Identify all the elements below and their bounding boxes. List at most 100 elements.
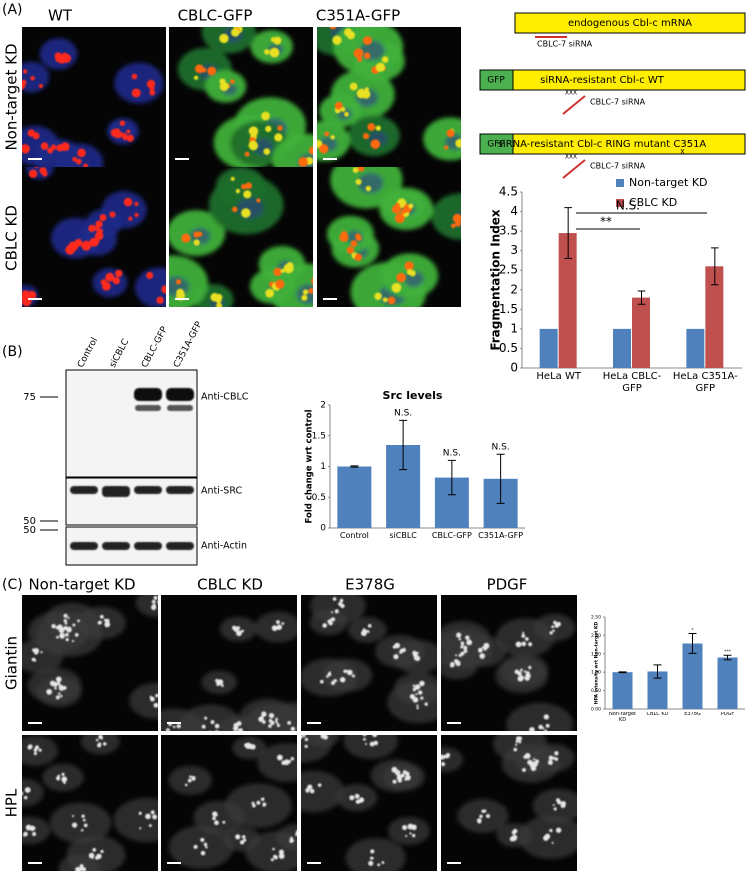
x-tick-label: HeLa WT — [536, 371, 581, 382]
golgi — [209, 730, 211, 731]
x-tick-label-box: Non-target KD — [609, 712, 636, 723]
x-tick-label: PDGF — [720, 712, 735, 717]
micrograph — [317, 27, 461, 167]
golgi — [166, 728, 170, 731]
cell — [22, 639, 64, 673]
micrograph — [22, 595, 158, 731]
nucleus — [359, 40, 385, 61]
golgi — [33, 659, 37, 662]
cell — [301, 735, 333, 763]
y-tick-label: 2.50 — [591, 615, 601, 621]
golgi — [176, 723, 181, 729]
x-tick-label-box: HeLa C351A-GFP — [672, 371, 738, 394]
golgi — [215, 814, 218, 817]
golgi — [95, 220, 103, 228]
golgi — [332, 35, 342, 45]
golgi — [527, 759, 533, 766]
golgi — [349, 795, 355, 801]
golgi — [232, 206, 238, 212]
golgi — [363, 36, 372, 45]
golgi — [149, 89, 156, 96]
significance: * — [691, 627, 694, 633]
golgi — [391, 282, 402, 293]
golgi — [322, 735, 329, 740]
bar — [686, 328, 705, 368]
golgi — [553, 620, 557, 625]
x-tick-label: HeLa C351A-GFP — [672, 371, 738, 394]
golgi — [514, 743, 518, 746]
golgi — [553, 807, 557, 811]
golgi — [99, 614, 104, 619]
golgi — [355, 799, 361, 804]
spots — [184, 742, 297, 862]
gfp-label: GFP — [487, 140, 505, 150]
golgi — [193, 844, 198, 849]
golgi — [355, 233, 361, 239]
error-bar — [350, 465, 359, 468]
golgi — [236, 630, 242, 637]
golgi — [450, 663, 455, 668]
golgi — [555, 827, 562, 833]
golgi — [405, 771, 410, 776]
golgi — [230, 176, 235, 181]
cells — [301, 735, 430, 871]
antibody-label: Anti-Actin — [201, 541, 247, 552]
golgi — [100, 279, 107, 286]
golgi — [55, 676, 62, 683]
column-header: WT — [48, 7, 73, 25]
golgi — [40, 651, 43, 654]
golgi — [214, 723, 220, 729]
golgi — [521, 634, 526, 638]
mw-marker: 75 — [23, 392, 36, 403]
golgi — [387, 296, 396, 305]
golgi — [290, 726, 296, 731]
golgi — [270, 720, 275, 726]
golgi — [528, 665, 532, 669]
golgi — [33, 751, 38, 756]
golgi — [139, 827, 142, 830]
cell — [239, 698, 296, 731]
golgi — [299, 727, 301, 729]
golgi — [444, 145, 449, 150]
golgi — [483, 642, 490, 649]
golgi — [363, 737, 366, 741]
golgi — [261, 111, 270, 121]
bar — [558, 233, 577, 368]
golgi — [83, 823, 88, 828]
golgi — [326, 675, 329, 678]
golgi — [399, 650, 403, 654]
golgi — [424, 702, 428, 706]
golgi — [265, 125, 272, 133]
y-tick-label: 4.5 — [499, 185, 518, 199]
golgi — [256, 198, 261, 203]
golgi — [463, 649, 468, 654]
blot-box — [65, 369, 198, 478]
golgi — [145, 813, 151, 820]
significance: N.S. — [443, 449, 461, 459]
golgi — [131, 73, 138, 80]
golgi — [56, 681, 61, 686]
golgi — [319, 144, 329, 154]
golgi — [396, 774, 403, 780]
nucleus — [85, 209, 122, 240]
golgi — [263, 148, 271, 155]
golgi — [153, 595, 158, 600]
band — [166, 542, 194, 550]
golgi — [479, 814, 483, 819]
cell — [532, 788, 577, 823]
golgi — [80, 828, 84, 832]
golgi — [552, 629, 555, 632]
golgi — [330, 135, 335, 140]
golgi — [150, 810, 155, 815]
spots — [175, 176, 313, 307]
x-tick-label: HeLa CBLC-GFP — [602, 371, 662, 394]
golgi — [63, 625, 68, 631]
cell — [345, 837, 406, 871]
golgi — [104, 621, 111, 628]
cell — [423, 117, 461, 161]
golgi — [212, 816, 216, 821]
golgi — [134, 212, 139, 218]
golgi — [241, 629, 244, 633]
golgi — [374, 292, 382, 301]
